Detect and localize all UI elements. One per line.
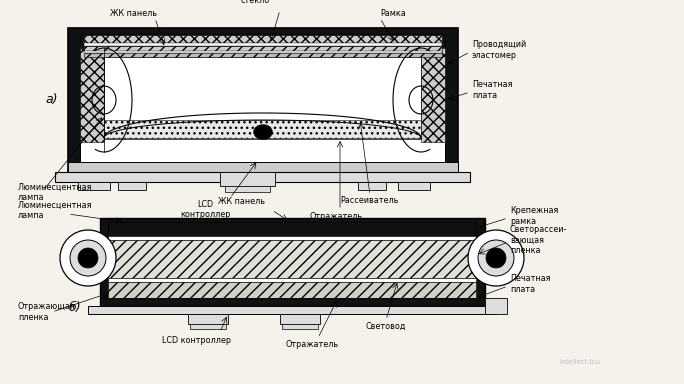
Bar (220, 172, 275, 186)
Bar (84, 53, 442, 57)
Bar (108, 278, 476, 282)
Text: Печатная
плата: Печатная плата (472, 80, 512, 100)
Bar (104, 57, 421, 139)
Text: Рамка: Рамка (380, 10, 406, 18)
Bar (104, 120, 421, 138)
Bar (100, 218, 485, 306)
Bar (80, 48, 104, 142)
Text: Световод: Световод (365, 322, 406, 331)
Circle shape (70, 240, 106, 276)
Text: Проводящий
эластомер: Проводящий эластомер (472, 40, 526, 60)
Bar (55, 172, 470, 182)
Bar (108, 240, 476, 278)
Bar (280, 314, 320, 324)
Bar (68, 28, 458, 176)
Bar (84, 43, 442, 46)
Text: Люминесцентная
лампа: Люминесцентная лампа (18, 200, 92, 220)
Bar (398, 182, 430, 190)
Text: Отражатель: Отражатель (286, 340, 339, 349)
Bar (88, 306, 496, 314)
Circle shape (78, 248, 98, 268)
Bar (100, 298, 485, 306)
Bar (108, 282, 476, 298)
Text: Люминесцентная
лампа: Люминесцентная лампа (18, 182, 92, 202)
Text: Защитное
стекло: Защитное стекло (233, 0, 276, 5)
Bar (188, 314, 228, 324)
Bar (108, 236, 476, 240)
Bar (108, 222, 476, 236)
Text: LCD контроллер: LCD контроллер (161, 336, 231, 345)
Text: Отражатель: Отражатель (310, 212, 363, 221)
Bar (421, 48, 445, 142)
Text: intellect.icu: intellect.icu (560, 359, 601, 365)
Bar (84, 46, 442, 51)
Bar (485, 298, 507, 314)
Circle shape (478, 240, 514, 276)
Bar (190, 324, 226, 329)
Text: Рассеиватель: Рассеиватель (340, 196, 398, 205)
Circle shape (486, 248, 506, 268)
Bar (84, 51, 442, 53)
Bar (118, 182, 146, 190)
Bar (80, 34, 445, 48)
Text: ЖК панель: ЖК панель (110, 10, 157, 18)
Text: ЖК панель: ЖК панель (218, 197, 265, 206)
Bar (225, 186, 270, 192)
Bar (84, 35, 442, 43)
Bar (68, 162, 458, 172)
Text: б): б) (68, 301, 81, 314)
Bar (80, 34, 445, 164)
Bar (282, 324, 318, 329)
Bar (78, 182, 110, 190)
Text: Отражающая
пленка: Отражающая пленка (18, 302, 76, 322)
Text: а): а) (46, 93, 58, 106)
Bar (358, 182, 386, 190)
Text: Крепежная
рамка: Крепежная рамка (510, 206, 558, 226)
Circle shape (468, 230, 524, 286)
Text: LCD
контроллер: LCD контроллер (180, 200, 231, 219)
Text: Светорассеи-
вающая
пленка: Светорассеи- вающая пленка (510, 225, 567, 255)
Ellipse shape (254, 125, 272, 139)
Circle shape (60, 230, 116, 286)
Text: Печатная
плата: Печатная плата (510, 274, 551, 294)
